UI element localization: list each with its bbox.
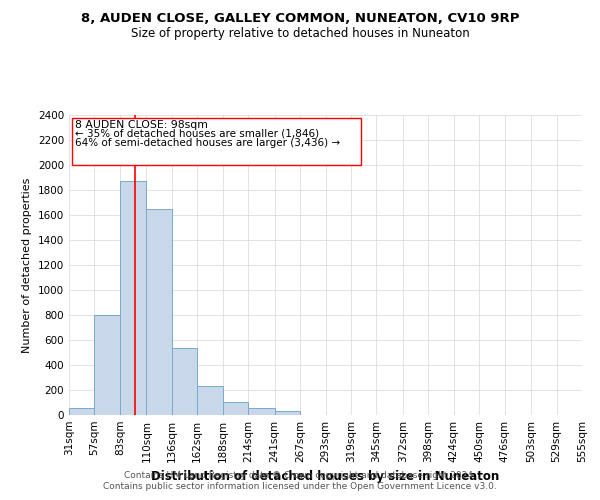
Text: 8 AUDEN CLOSE: 98sqm: 8 AUDEN CLOSE: 98sqm bbox=[75, 120, 208, 130]
Bar bbox=[197, 386, 223, 415]
Text: Contains public sector information licensed under the Open Government Licence v3: Contains public sector information licen… bbox=[103, 482, 497, 491]
Text: ← 35% of detached houses are smaller (1,846): ← 35% of detached houses are smaller (1,… bbox=[75, 128, 319, 138]
Text: 64% of semi-detached houses are larger (3,436) →: 64% of semi-detached houses are larger (… bbox=[75, 138, 340, 148]
Text: Size of property relative to detached houses in Nuneaton: Size of property relative to detached ho… bbox=[131, 28, 469, 40]
Bar bbox=[275, 410, 300, 415]
Bar bbox=[223, 402, 248, 415]
Y-axis label: Number of detached properties: Number of detached properties bbox=[22, 178, 32, 352]
Bar bbox=[120, 180, 146, 415]
Text: Contains HM Land Registry data © Crown copyright and database right 2024.: Contains HM Land Registry data © Crown c… bbox=[124, 471, 476, 480]
FancyBboxPatch shape bbox=[71, 118, 361, 164]
Bar bbox=[146, 209, 172, 415]
Bar bbox=[248, 408, 275, 415]
Bar bbox=[94, 315, 120, 415]
Bar bbox=[172, 348, 197, 415]
Bar bbox=[69, 408, 94, 415]
X-axis label: Distribution of detached houses by size in Nuneaton: Distribution of detached houses by size … bbox=[151, 470, 500, 484]
Text: 8, AUDEN CLOSE, GALLEY COMMON, NUNEATON, CV10 9RP: 8, AUDEN CLOSE, GALLEY COMMON, NUNEATON,… bbox=[81, 12, 519, 26]
